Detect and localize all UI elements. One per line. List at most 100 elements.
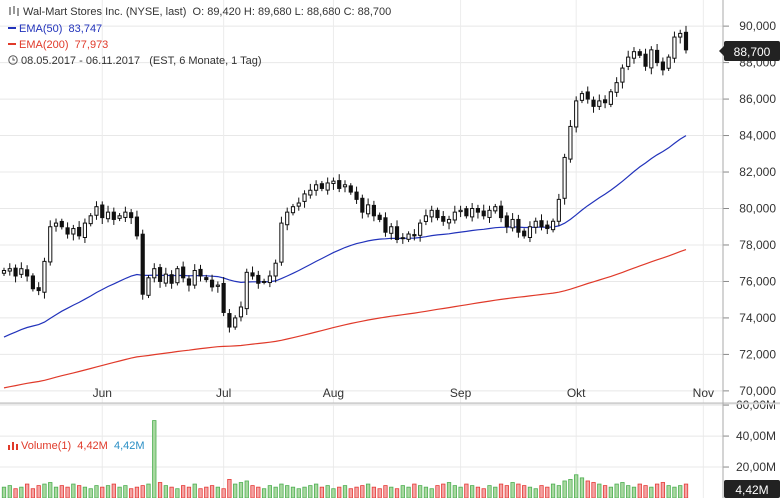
- candle-body: [620, 67, 625, 83]
- candle-body: [533, 220, 538, 228]
- range-row: 08.05.2017 - 06.11.2017 (EST, 6 Monate, …: [8, 55, 262, 68]
- candle-body: [250, 272, 255, 277]
- candle-body: [649, 49, 654, 69]
- current-volume-badge: 4,42M: [724, 480, 780, 498]
- volume-bar: [77, 485, 82, 499]
- volume-bar: [152, 420, 157, 499]
- candle-body: [678, 32, 683, 38]
- candle-body: [441, 216, 446, 222]
- candle-body: [319, 183, 324, 189]
- volume-bar: [475, 486, 481, 499]
- candle-body: [412, 234, 417, 237]
- volume-bar: [267, 485, 272, 499]
- volume-bar: [423, 486, 429, 499]
- volume-bar: [209, 485, 215, 499]
- candle-body: [25, 269, 30, 277]
- volume-bar: [406, 486, 411, 499]
- volume-bar: [556, 485, 561, 499]
- volume-bar: [1, 486, 7, 499]
- candle-body: [169, 274, 174, 284]
- volume-bar: [117, 486, 122, 499]
- candle-body: [331, 180, 336, 185]
- volume-bar: [579, 477, 585, 499]
- volume-bar: [30, 488, 36, 499]
- volume-bar: [192, 483, 197, 499]
- volume-bar: [215, 486, 220, 499]
- volume-bar: [597, 483, 602, 499]
- volume-bar: [129, 488, 134, 499]
- candle-body: [233, 317, 238, 328]
- candle-body: [400, 237, 405, 240]
- volume-bar: [678, 485, 683, 499]
- candle-body: [134, 216, 140, 237]
- candle-body: [556, 198, 561, 222]
- candle-body: [77, 226, 82, 237]
- volume-bar: [620, 482, 625, 499]
- volume-bar: [319, 486, 325, 499]
- ema50-value: 83,747: [68, 23, 103, 35]
- candle-body: [383, 217, 388, 233]
- volume-bar: [435, 485, 440, 499]
- time-tick-label: Jul: [216, 386, 231, 400]
- candle-body: [418, 222, 423, 236]
- volume-bar: [256, 486, 261, 499]
- candle-body: [1, 270, 7, 274]
- candle-body: [7, 268, 12, 272]
- candle-body: [105, 211, 111, 220]
- candle-body: [394, 226, 400, 241]
- volume-bar: [394, 488, 400, 499]
- candle-body: [215, 284, 220, 287]
- candle-body: [487, 209, 492, 218]
- time-tick-label: Jun: [93, 386, 112, 400]
- volume-bar: [498, 483, 504, 499]
- volume-bar: [400, 485, 405, 499]
- volume-bar: [290, 486, 296, 499]
- candle-body: [360, 197, 365, 213]
- volume-tick-label: 60,00M: [736, 398, 776, 412]
- candle-body: [261, 280, 267, 283]
- volume-bar: [42, 483, 47, 499]
- time-tick-label: Aug: [323, 386, 344, 400]
- candle-body: [290, 206, 296, 214]
- ema200-line: [3, 249, 687, 389]
- volume-bar: [550, 483, 556, 499]
- candle-body: [227, 313, 232, 328]
- candle-body: [192, 270, 197, 286]
- candle-body: [348, 185, 353, 193]
- candle-body: [13, 267, 18, 277]
- volume-bar: [504, 485, 509, 499]
- candle-body: [608, 91, 613, 105]
- candle-body: [273, 262, 278, 277]
- volume-bar: [591, 482, 596, 499]
- candle-body: [406, 233, 411, 240]
- volume-bar: [527, 486, 533, 499]
- current-price-text: 88,700: [734, 45, 771, 59]
- volume-bar: [94, 485, 99, 499]
- candle-body: [597, 100, 602, 107]
- volume-bar: [88, 488, 93, 499]
- candle-body: [256, 274, 261, 284]
- volume-bar: [389, 486, 394, 499]
- volume-bar: [285, 485, 290, 499]
- volume-bar: [464, 483, 469, 499]
- volume-tick-label: 20,00M: [736, 460, 776, 474]
- candle-body: [435, 209, 440, 219]
- volume-bar: [626, 485, 631, 499]
- candle-body: [631, 51, 637, 59]
- candle-body: [65, 227, 70, 235]
- candle-body: [221, 282, 226, 313]
- range-note: (EST, 6 Monate, 1 Tag): [149, 55, 262, 67]
- volume-bar: [568, 479, 573, 499]
- volume-bar: [458, 486, 463, 499]
- volume-bar: [71, 483, 76, 499]
- candle-body: [458, 209, 463, 213]
- candle-body: [522, 230, 527, 237]
- candle-body: [354, 191, 359, 200]
- volume-bar: [233, 483, 238, 499]
- candle-body: [337, 180, 342, 189]
- volume-bar: [666, 485, 671, 499]
- candle-body: [53, 222, 59, 227]
- volume-bar: [331, 488, 336, 499]
- volume-bar: [279, 483, 284, 499]
